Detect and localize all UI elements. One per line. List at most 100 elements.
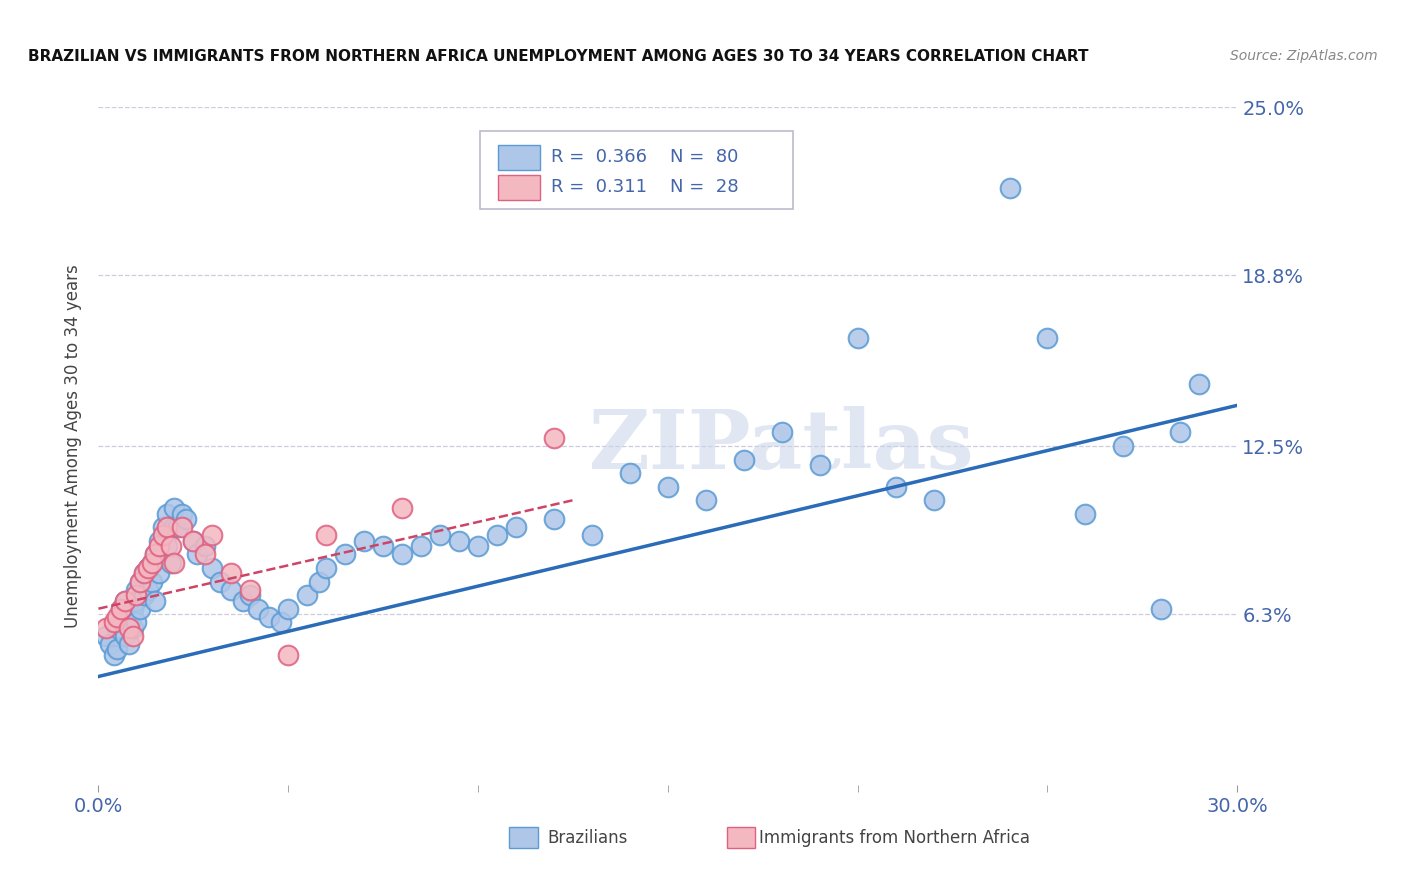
Point	[308, 574, 330, 589]
Text: Immigrants from Northern Africa: Immigrants from Northern Africa	[759, 829, 1031, 847]
Point	[270, 615, 292, 630]
FancyBboxPatch shape	[498, 145, 540, 169]
Point	[411, 539, 433, 553]
Point	[174, 512, 197, 526]
Point	[129, 574, 152, 589]
Point	[125, 588, 148, 602]
Point	[183, 533, 205, 548]
Point	[107, 621, 129, 635]
Text: BRAZILIAN VS IMMIGRANTS FROM NORTHERN AFRICA UNEMPLOYMENT AMONG AGES 30 TO 34 YE: BRAZILIAN VS IMMIGRANTS FROM NORTHERN AF…	[28, 49, 1088, 64]
Point	[277, 601, 299, 615]
Point	[141, 556, 163, 570]
Point	[163, 556, 186, 570]
Point	[125, 582, 148, 597]
Text: ZIPatlas: ZIPatlas	[589, 406, 974, 486]
Point	[136, 582, 159, 597]
Point	[114, 593, 136, 607]
Text: Source: ZipAtlas.com: Source: ZipAtlas.com	[1230, 49, 1378, 63]
Point	[118, 621, 141, 635]
Text: R =  0.366    N =  80: R = 0.366 N = 80	[551, 148, 738, 166]
Point	[163, 501, 186, 516]
Point	[141, 556, 163, 570]
Point	[239, 588, 262, 602]
Point	[121, 629, 143, 643]
Point	[156, 507, 179, 521]
Point	[170, 507, 193, 521]
Point	[486, 528, 509, 542]
Point	[170, 520, 193, 534]
Point	[922, 493, 945, 508]
Point	[998, 181, 1021, 195]
Point	[297, 588, 319, 602]
Point	[125, 615, 148, 630]
FancyBboxPatch shape	[479, 131, 793, 209]
Point	[110, 601, 132, 615]
Point	[1170, 425, 1192, 440]
Point	[148, 566, 170, 581]
Point	[1074, 507, 1097, 521]
Point	[163, 520, 186, 534]
Point	[194, 548, 217, 562]
Point	[467, 539, 489, 553]
Point	[129, 601, 152, 615]
Point	[121, 601, 143, 615]
Point	[118, 637, 141, 651]
Point	[152, 520, 174, 534]
Point	[208, 574, 231, 589]
Point	[94, 629, 117, 643]
Point	[429, 528, 451, 542]
Point	[808, 458, 831, 472]
Point	[371, 539, 394, 553]
Point	[232, 593, 254, 607]
Point	[136, 561, 159, 575]
Point	[132, 566, 155, 581]
Point	[447, 533, 470, 548]
Point	[159, 556, 181, 570]
Point	[657, 480, 679, 494]
FancyBboxPatch shape	[498, 176, 540, 200]
Text: Brazilians: Brazilians	[547, 829, 627, 847]
Point	[114, 593, 136, 607]
Point	[239, 582, 262, 597]
Y-axis label: Unemployment Among Ages 30 to 34 years: Unemployment Among Ages 30 to 34 years	[65, 264, 83, 628]
Point	[277, 648, 299, 662]
Point	[391, 548, 413, 562]
Point	[194, 539, 217, 553]
Point	[148, 533, 170, 548]
Point	[148, 539, 170, 553]
Point	[103, 615, 125, 630]
Point	[103, 648, 125, 662]
Point	[619, 466, 641, 480]
Point	[145, 593, 167, 607]
Point	[259, 610, 281, 624]
Point	[246, 601, 269, 615]
Point	[335, 548, 357, 562]
Text: R =  0.311    N =  28: R = 0.311 N = 28	[551, 178, 738, 196]
Point	[543, 512, 565, 526]
Point	[1036, 330, 1059, 344]
Point	[201, 528, 224, 542]
Point	[505, 520, 527, 534]
Point	[221, 582, 243, 597]
Point	[152, 528, 174, 542]
Point	[315, 528, 337, 542]
Point	[1112, 439, 1135, 453]
Point	[98, 637, 121, 651]
Point	[94, 621, 117, 635]
Point	[114, 629, 136, 643]
Point	[221, 566, 243, 581]
Point	[1150, 601, 1173, 615]
Point	[136, 561, 159, 575]
Point	[118, 615, 141, 630]
Point	[770, 425, 793, 440]
Point	[110, 615, 132, 630]
Point	[1188, 376, 1211, 391]
Point	[315, 561, 337, 575]
Point	[145, 548, 167, 562]
Point	[353, 533, 375, 548]
Point	[121, 621, 143, 635]
Point	[543, 431, 565, 445]
Point	[167, 520, 190, 534]
Point	[141, 574, 163, 589]
Point	[159, 539, 181, 553]
